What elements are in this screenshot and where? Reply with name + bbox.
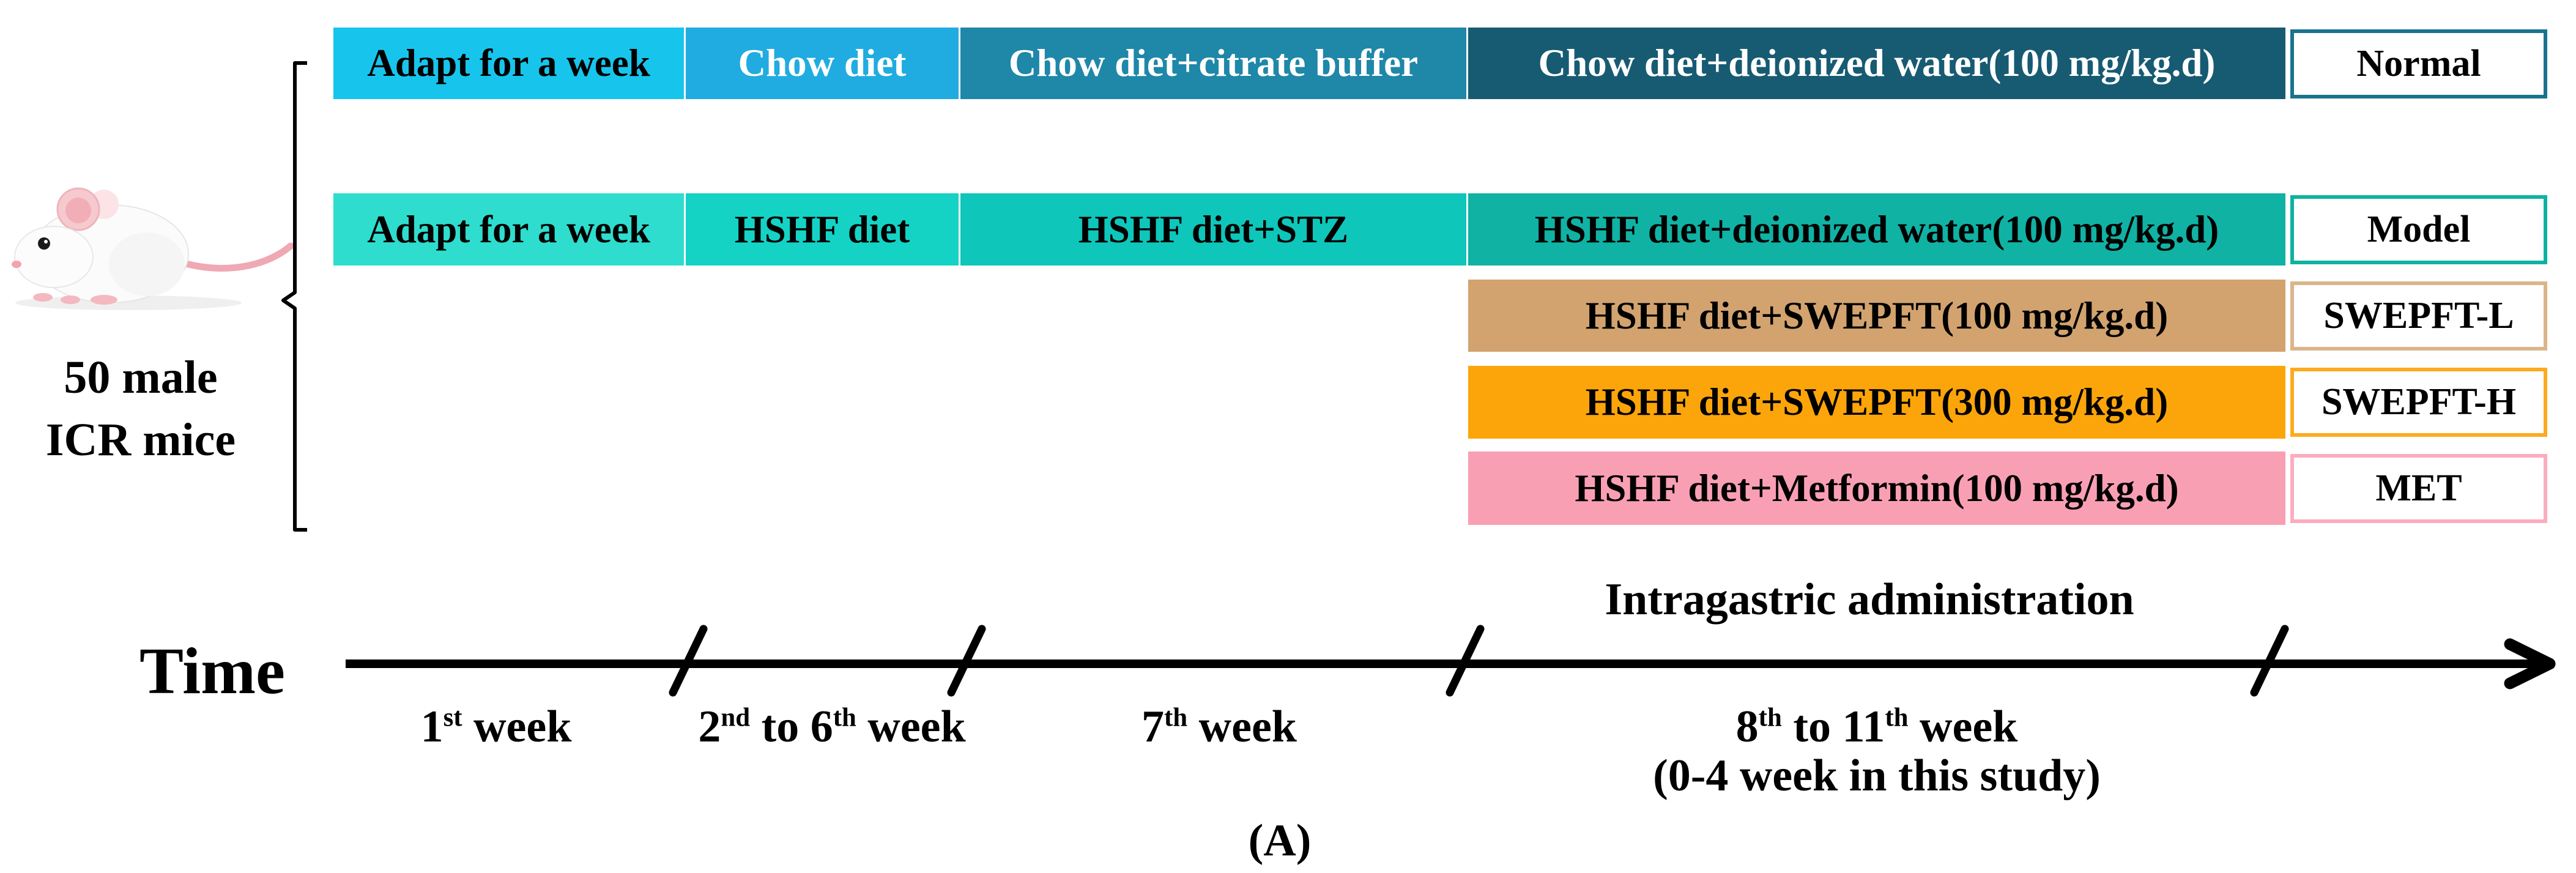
timeline-tick-1 bbox=[669, 625, 708, 697]
group-label-swepft-l: SWEPFT-L bbox=[2290, 281, 2547, 351]
group-label-met: MET bbox=[2290, 454, 2547, 523]
group-label-swepft-h: SWEPFT-H bbox=[2290, 368, 2547, 437]
phase-box-model-hshf: HSHF diet bbox=[686, 193, 959, 266]
mouse-head bbox=[14, 226, 94, 288]
week-label-2-6: 2nd to 6th week bbox=[698, 702, 966, 752]
timeline-arrowhead-icon bbox=[2504, 638, 2556, 689]
week-label-8-11: 8th to 11th week bbox=[1735, 702, 2018, 752]
timeline-tick-4 bbox=[2250, 625, 2289, 697]
mouse-paw-front bbox=[33, 293, 53, 302]
study-week-subnote: (0-4 week in this study) bbox=[1653, 751, 2101, 801]
mouse-ear-inner bbox=[65, 198, 91, 223]
phase-box-swepft-h: HSHF diet+SWEPFT(300 mg/kg.d) bbox=[1468, 366, 2285, 439]
phase-box-model-stz: HSHF diet+STZ bbox=[960, 193, 1466, 266]
timeline-tick-3 bbox=[1446, 625, 1485, 697]
subject-count-line2: ICR mice bbox=[45, 414, 236, 466]
group-label-normal: Normal bbox=[2290, 29, 2547, 98]
timeline-tick-2 bbox=[947, 625, 986, 697]
subject-count-label: 50 male ICR mice bbox=[6, 346, 275, 471]
mouse-haunch bbox=[109, 232, 185, 296]
phase-box-met: HSHF diet+Metformin(100 mg/kg.d) bbox=[1468, 451, 2285, 525]
phase-box-model-adapt: Adapt for a week bbox=[333, 193, 684, 266]
time-axis-label: Time bbox=[139, 635, 285, 708]
mouse-paw-mid bbox=[61, 295, 80, 304]
panel-caption: (A) bbox=[1248, 815, 1312, 866]
phase-box-normal-water: Chow diet+deionized water(100 mg/kg.d) bbox=[1468, 28, 2285, 99]
mouse-nose bbox=[12, 261, 21, 268]
phase-box-model-water: HSHF diet+deionized water(100 mg/kg.d) bbox=[1468, 193, 2285, 266]
mouse-photo bbox=[12, 187, 294, 310]
group-label-model: Model bbox=[2290, 195, 2547, 264]
phase-box-normal-adapt: Adapt for a week bbox=[333, 28, 684, 99]
week-label-1: 1st week bbox=[420, 702, 572, 752]
phase-box-normal-citrate: Chow diet+citrate buffer bbox=[960, 28, 1466, 99]
mouse-eye bbox=[38, 237, 50, 250]
subject-count-line1: 50 male bbox=[64, 352, 218, 403]
intragastric-note: Intragastric administration bbox=[1605, 574, 2134, 625]
mouse-eye-glint bbox=[44, 240, 48, 243]
phase-box-swepft-l: HSHF diet+SWEPFT(100 mg/kg.d) bbox=[1468, 280, 2285, 352]
phase-box-normal-chow: Chow diet bbox=[686, 28, 959, 99]
week-label-7: 7th week bbox=[1141, 702, 1297, 752]
mouse-foot-hind bbox=[91, 295, 117, 305]
